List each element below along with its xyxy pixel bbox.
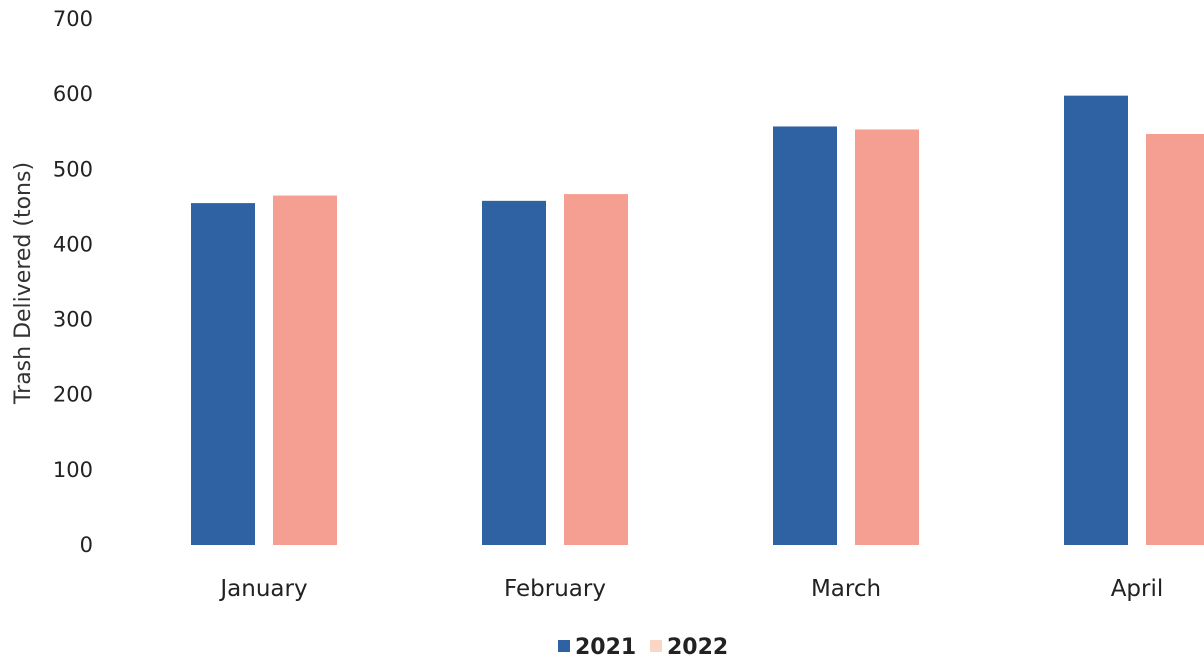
legend: 2021 2022	[558, 635, 728, 660]
y-tick-label: 700	[53, 7, 93, 31]
bar-2021-april	[1064, 95, 1128, 545]
bar-2022-january	[273, 195, 337, 546]
y-tick-label: 100	[53, 458, 93, 482]
y-tick-label: 600	[53, 82, 93, 106]
bar-2022-april	[1146, 133, 1204, 545]
legend-label-2021: 2021	[575, 635, 636, 660]
y-tick-label: 0	[80, 533, 93, 557]
x-axis-labels: January February March April	[218, 576, 1163, 602]
x-tick-label: January	[218, 576, 307, 602]
bars-group	[191, 95, 1204, 546]
x-tick-label: February	[504, 576, 606, 602]
legend-swatch-2021	[558, 640, 570, 652]
bar-2022-february	[564, 194, 628, 545]
legend-swatch-2022	[650, 640, 662, 652]
bar-2022-march	[855, 129, 919, 545]
y-tick-label: 500	[53, 157, 93, 181]
x-tick-label: March	[811, 576, 881, 602]
bar-2021-january	[191, 203, 255, 545]
y-tick-label: 300	[53, 308, 93, 332]
legend-label-2022: 2022	[667, 635, 728, 660]
y-tick-label: 400	[53, 232, 93, 256]
bar-2021-february	[482, 200, 546, 546]
x-tick-label: April	[1111, 576, 1164, 602]
bar-2021-march	[773, 126, 837, 545]
y-axis-ticks: 0 100 200 300 400 500 600 700	[53, 7, 93, 557]
y-tick-label: 200	[53, 383, 93, 407]
y-axis-title: Trash Delivered (tons)	[11, 162, 36, 405]
